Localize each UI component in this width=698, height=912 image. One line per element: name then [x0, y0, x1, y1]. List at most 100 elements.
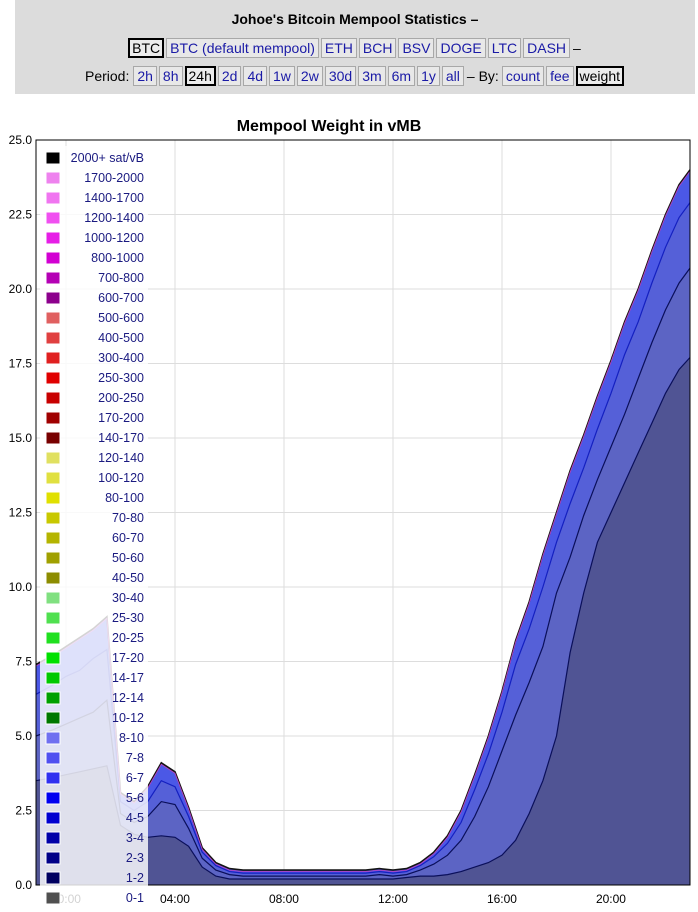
legend-swatch	[45, 731, 61, 745]
site-title-text: Johoe's Bitcoin Mempool Statistics	[231, 11, 467, 27]
legend-swatch	[45, 631, 61, 645]
header-panel: Johoe's Bitcoin Mempool Statistics – BTC…	[15, 0, 695, 94]
x-tick-label: 04:00	[160, 892, 190, 906]
legend-label: 1-2	[126, 871, 144, 885]
legend-swatch	[45, 771, 61, 785]
legend-label: 120-140	[98, 451, 144, 465]
chart-title: Mempool Weight in vMB	[237, 118, 422, 135]
by-button-count[interactable]: count	[501, 66, 545, 86]
legend-label: 80-100	[105, 491, 144, 505]
x-tick-label: 20:00	[596, 892, 626, 906]
legend-label: 30-40	[112, 591, 144, 605]
legend-swatch	[45, 211, 61, 225]
coin-button-ltc[interactable]: LTC	[487, 38, 522, 58]
legend-label: 50-60	[112, 551, 144, 565]
period-button-3m[interactable]: 3m	[358, 66, 386, 86]
y-tick-label: 17.5	[9, 357, 33, 371]
legend-label: 800-1000	[91, 251, 144, 265]
legend-swatch	[45, 231, 61, 245]
y-axis-ticks: 0.0 2.5 5.0 7.5 10.0 12.5 15.0 17.5 20.0 22.5 25.0	[9, 133, 33, 892]
period-button-4d[interactable]: 4d	[243, 66, 268, 86]
legend-swatch	[45, 651, 61, 665]
legend-swatch	[45, 511, 61, 525]
period-button-8h[interactable]: 8h	[158, 66, 183, 86]
legend-swatch	[45, 671, 61, 685]
legend-label: 4-5	[126, 811, 144, 825]
legend-label: 250-300	[98, 371, 144, 385]
coin-nav-dash: –	[573, 40, 581, 56]
legend-label: 200-250	[98, 391, 144, 405]
legend-swatch	[45, 711, 61, 725]
legend-swatch	[45, 831, 61, 845]
coin-button-btc-default-mempool[interactable]: BTC (default mempool)	[166, 38, 319, 58]
legend-label: 40-50	[112, 571, 144, 585]
legend-label: 2000+ sat/vB	[71, 151, 144, 165]
period-button-1w[interactable]: 1w	[269, 66, 295, 86]
y-tick-label: 5.0	[15, 729, 32, 743]
legend-swatch	[45, 611, 61, 625]
legend-label: 6-7	[126, 771, 144, 785]
legend-swatch	[45, 551, 61, 565]
period-button-1y[interactable]: 1y	[417, 66, 440, 86]
legend-swatch	[45, 571, 61, 585]
chart-legend: 2000+ sat/vB 1700-2000 1400-1700 1200-1400 1…	[40, 146, 148, 912]
x-tick-label: 08:00	[269, 892, 299, 906]
y-tick-label: 20.0	[9, 282, 33, 296]
legend-swatch	[45, 691, 61, 705]
period-button-2d[interactable]: 2d	[217, 66, 242, 86]
by-button-fee[interactable]: fee	[546, 66, 574, 86]
period-button-30d[interactable]: 30d	[324, 66, 357, 86]
period-label: Period:	[84, 68, 130, 84]
title-dash: –	[470, 11, 479, 27]
legend-swatch	[45, 311, 61, 325]
legend-label: 3-4	[126, 831, 144, 845]
coin-button-btc[interactable]: BTC	[128, 38, 165, 58]
legend-label: 20-25	[112, 631, 144, 645]
legend-label: 12-14	[112, 691, 144, 705]
coin-button-bsv[interactable]: BSV	[398, 38, 435, 58]
legend-swatch	[45, 871, 61, 885]
y-tick-label: 12.5	[9, 506, 33, 520]
legend-label: 8-10	[119, 731, 144, 745]
period-button-2h[interactable]: 2h	[133, 66, 157, 86]
period-button-6m[interactable]: 6m	[387, 66, 416, 86]
legend-swatch	[45, 451, 61, 465]
legend-swatch	[45, 411, 61, 425]
coin-nav: BTC BTC (default mempool) ETH BCH BSV DOGE LTC…	[15, 38, 695, 58]
legend-label: 17-20	[112, 651, 144, 665]
period-button-all[interactable]: all	[441, 66, 464, 86]
by-button-weight[interactable]: weight	[575, 66, 624, 86]
period-button-24h[interactable]: 24h	[184, 66, 216, 86]
legend-swatch	[45, 811, 61, 825]
y-tick-label: 0.0	[15, 878, 32, 892]
legend-label: 25-30	[112, 611, 144, 625]
legend-label: 1700-2000	[84, 171, 144, 185]
y-tick-label: 7.5	[15, 655, 32, 669]
y-tick-label: 15.0	[9, 431, 33, 445]
legend-label: 140-170	[98, 431, 144, 445]
legend-label: 100-120	[98, 471, 144, 485]
legend-label: 7-8	[126, 751, 144, 765]
period-button-2w[interactable]: 2w	[296, 66, 323, 86]
legend-label: 2-3	[126, 851, 144, 865]
legend-swatch	[45, 431, 61, 445]
coin-button-bch[interactable]: BCH	[358, 38, 397, 58]
legend-label: 170-200	[98, 411, 144, 425]
legend-label: 300-400	[98, 351, 144, 365]
coin-button-eth[interactable]: ETH	[320, 38, 357, 58]
legend-swatch	[45, 751, 61, 765]
legend-label: 1000-1200	[84, 231, 144, 245]
by-label: – By:	[466, 68, 499, 84]
legend-swatch	[45, 271, 61, 285]
legend-swatch	[45, 151, 61, 165]
legend-swatch	[45, 791, 61, 805]
legend-label: 70-80	[112, 511, 144, 525]
legend-label: 14-17	[112, 671, 144, 685]
y-tick-label: 10.0	[9, 580, 33, 594]
coin-button-doge[interactable]: DOGE	[436, 38, 486, 58]
period-nav: Period: 2h 8h 24h 2d 4d 1w 2w 30d 3m 6m 1y all – By: c…	[15, 66, 695, 86]
coin-button-dash[interactable]: DASH	[523, 38, 571, 58]
legend-label: 1200-1400	[84, 211, 144, 225]
y-tick-label: 25.0	[9, 133, 33, 147]
legend-swatch	[45, 191, 61, 205]
